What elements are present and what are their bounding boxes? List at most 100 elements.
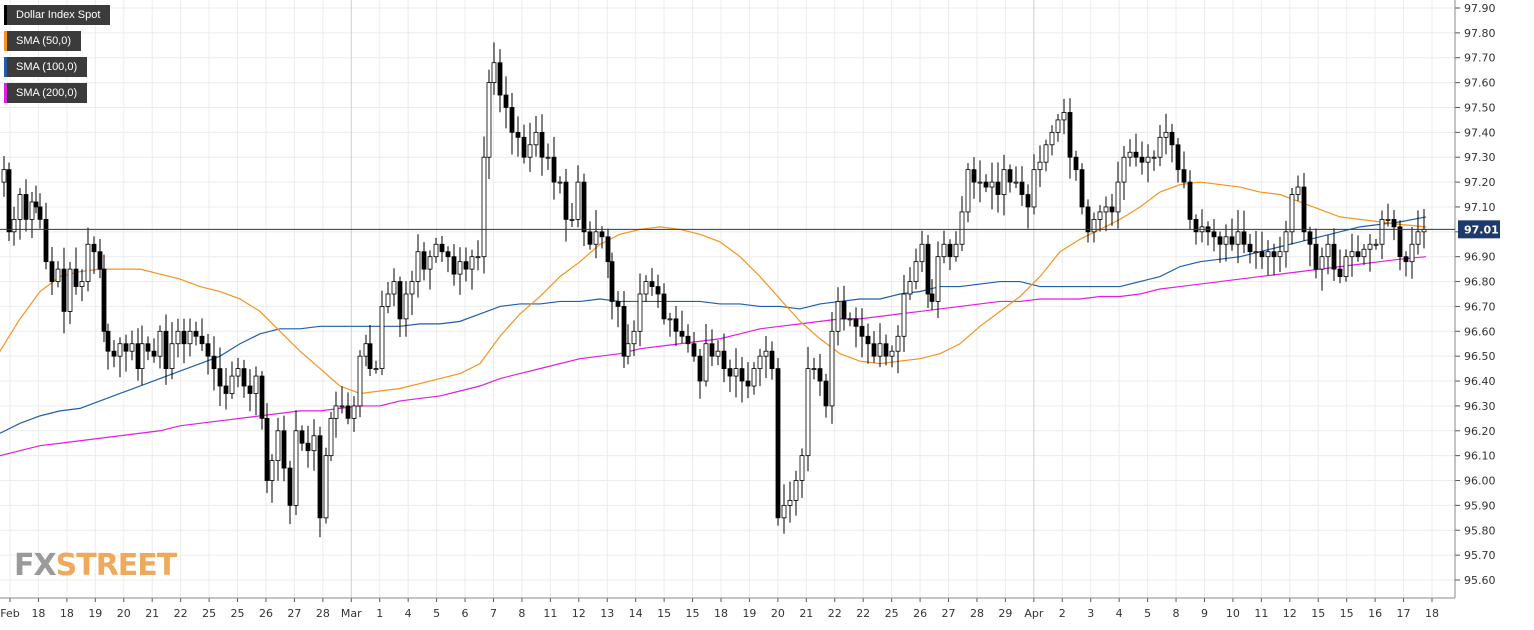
y-tick-label: 96.70 <box>1464 300 1496 313</box>
candle-down <box>49 261 55 282</box>
candle-up <box>1319 256 1325 270</box>
candle-down <box>211 355 217 370</box>
legend-label: Dollar Index Spot <box>16 9 101 21</box>
candle-down <box>691 343 697 357</box>
candle-up <box>1265 251 1271 258</box>
candle-up <box>1379 218 1385 245</box>
candle-up <box>1343 256 1349 277</box>
x-tick-label: 14 <box>629 607 643 620</box>
candle-up <box>293 430 299 506</box>
x-tick-label: 15 <box>1311 607 1325 620</box>
candle-down <box>745 380 751 387</box>
x-tick-label: 18 <box>714 607 728 620</box>
candle-up <box>1223 236 1229 245</box>
candle-down <box>581 181 587 233</box>
candle-down <box>697 355 703 382</box>
candle-down <box>1217 236 1223 245</box>
candle-up <box>55 268 61 282</box>
x-tick-label: 2 <box>1059 607 1066 620</box>
legend-swatch <box>4 83 7 103</box>
candle-down <box>497 62 503 96</box>
legend-label: SMA (200,0) <box>16 87 78 99</box>
candle-up <box>187 330 193 345</box>
y-tick-label: 96.00 <box>1464 475 1496 488</box>
candle-up <box>533 131 539 146</box>
candle-down <box>97 251 103 270</box>
candle-down <box>1109 206 1115 213</box>
candle-down <box>685 335 691 345</box>
candle-down <box>621 306 627 357</box>
candle-up <box>1091 218 1097 233</box>
y-tick-label: 97.30 <box>1464 151 1496 164</box>
candle-down <box>971 169 977 183</box>
x-tick-label: 26 <box>913 607 927 620</box>
candle-up <box>907 281 913 295</box>
x-tick-label: 26 <box>259 607 273 620</box>
candle-down <box>615 301 621 307</box>
x-tick-label: 28 <box>316 607 330 620</box>
legend-item: SMA (50,0) <box>4 31 82 51</box>
candle-up <box>1001 169 1007 195</box>
candle-down <box>775 368 781 519</box>
candle-down <box>6 169 12 233</box>
candle-up <box>415 251 421 282</box>
candle-down <box>151 350 157 357</box>
candle-up <box>941 243 947 258</box>
candle-up <box>1385 218 1391 221</box>
candle-down <box>727 368 733 377</box>
candle-down <box>463 261 469 270</box>
candle-up <box>1121 156 1127 183</box>
candle-down <box>305 442 311 452</box>
candle-down <box>995 181 1001 195</box>
candle-down <box>1241 231 1247 245</box>
candle-down <box>1067 112 1073 158</box>
candle-down <box>539 131 545 158</box>
candle-up <box>965 169 971 213</box>
candle-down <box>397 281 403 320</box>
candle-up <box>877 343 883 357</box>
candle-up <box>363 343 369 357</box>
candle-down <box>1187 181 1193 220</box>
candle-up <box>913 261 919 282</box>
y-tick-label: 97.50 <box>1464 101 1496 114</box>
candle-down <box>983 181 989 188</box>
candle-up <box>486 82 492 158</box>
candle-down <box>817 368 823 382</box>
candle-up <box>847 318 853 321</box>
candle-up <box>1235 231 1241 245</box>
y-tick-label: 96.10 <box>1464 450 1496 463</box>
candle-up <box>889 350 895 357</box>
candle-down <box>883 343 889 357</box>
candle-down <box>1025 194 1031 208</box>
candle-up <box>1415 231 1421 245</box>
candle-up <box>895 335 901 352</box>
x-tick-label: 28 <box>970 607 984 620</box>
candle-down <box>145 343 151 352</box>
candle-up <box>631 330 637 345</box>
candle-up <box>17 194 23 220</box>
last-price-label-bg <box>1458 220 1500 239</box>
candle-down <box>199 335 205 345</box>
candle-up <box>323 455 329 519</box>
candle-down <box>1397 226 1403 258</box>
sma-50-line <box>0 181 1427 395</box>
candle-down <box>1331 243 1337 270</box>
y-tick-label: 95.80 <box>1464 524 1496 537</box>
candle-up <box>1295 186 1301 195</box>
x-tick-label: 11 <box>543 607 557 620</box>
candle-down <box>241 368 247 387</box>
candle-up <box>373 368 379 371</box>
x-tick-label: 21 <box>799 607 813 620</box>
candle-down <box>1079 169 1085 208</box>
logo-fx-text: FX <box>14 548 57 583</box>
candle-down <box>223 385 229 394</box>
candle-up <box>751 368 757 387</box>
candle-down <box>551 156 557 183</box>
candle-down <box>769 350 775 370</box>
candle-up <box>1253 251 1259 254</box>
x-tick-label: 18 <box>60 607 74 620</box>
candle-up <box>637 293 643 332</box>
x-tick-label: 10 <box>1226 607 1240 620</box>
fxstreet-logo: FXSTREET <box>14 548 177 583</box>
